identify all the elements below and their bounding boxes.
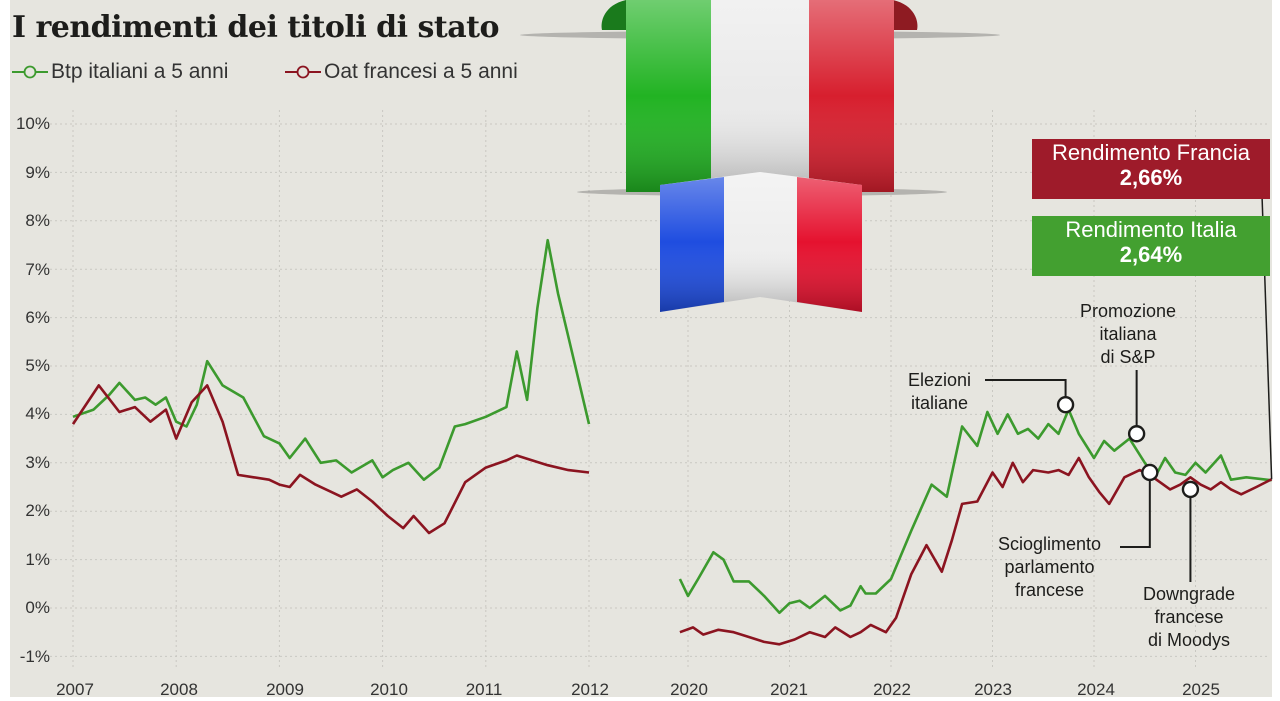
series-line-france-seg0 <box>71 384 590 535</box>
annotation-line: italiana <box>1099 324 1157 344</box>
legend-france-marker <box>285 65 321 79</box>
y-tick-label: 1% <box>25 550 50 569</box>
series-line-italy-seg1 <box>678 408 1272 615</box>
y-tick-label: 9% <box>25 163 50 182</box>
leader-scioglimento <box>1120 472 1151 548</box>
france-flag-sheen <box>660 172 862 312</box>
annotation-line: di Moodys <box>1148 630 1231 650</box>
y-tick-label: 7% <box>25 260 50 279</box>
event-marker-elezioni <box>1056 396 1075 414</box>
flags-illustration <box>520 0 1000 312</box>
series-line-france-seg1 <box>679 456 1273 646</box>
y-tick-label: 6% <box>25 308 50 327</box>
event-marker-downgrade <box>1181 480 1200 499</box>
italy-flag-fold-right <box>893 0 918 30</box>
x-tick-label: 2011 <box>465 680 503 699</box>
y-tick-label: 5% <box>25 356 50 375</box>
x-tick-label: 2025 <box>1182 680 1220 699</box>
x-tick-label: 2007 <box>56 680 94 699</box>
legend-france-label: Oat francesi a 5 anni <box>324 60 518 83</box>
series-line-italy-seg0 <box>72 238 591 482</box>
yield-box-italy-label: Rendimento Italia <box>1065 217 1237 242</box>
y-tick-label: 2% <box>25 501 50 520</box>
y-tick-label: 3% <box>25 453 50 472</box>
annotation-elezioni: Elezioni italiane <box>908 369 971 415</box>
legend-france: Oat francesi a 5 anni <box>285 60 518 84</box>
legend-italy: Btp italiani a 5 anni <box>12 60 228 84</box>
x-tick-label: 2021 <box>770 680 808 699</box>
legend-italy-marker <box>12 65 48 79</box>
x-tick-label: 2008 <box>160 680 198 699</box>
yield-box-france-value: 2,66% <box>1119 165 1183 190</box>
annotation-line: Scioglimento <box>998 534 1102 554</box>
x-tick-label: 2010 <box>370 680 408 699</box>
y-tick-label: 10% <box>15 114 50 133</box>
italy-flag-sheen <box>626 0 894 192</box>
x-tick-label: 2024 <box>1077 680 1115 699</box>
yield-box-france: Rendimento Francia 2,66% <box>1032 139 1270 199</box>
annotation-line: francese <box>1154 607 1224 627</box>
yield-box-italy-value: 2,64% <box>1119 242 1183 267</box>
annotation-line: Promozione <box>1080 301 1177 321</box>
x-tick-label: 2022 <box>873 680 911 699</box>
x-tick-label: 2023 <box>974 680 1012 699</box>
x-tick-label: 2012 <box>571 680 609 699</box>
event-marker-scioglimento <box>1141 463 1159 482</box>
annotation-line: di S&P <box>1100 347 1156 367</box>
legend-italy-label: Btp italiani a 5 anni <box>51 60 229 83</box>
y-tick-label: 4% <box>25 404 50 423</box>
leader-elezioni <box>985 379 1067 405</box>
italy-flag-fold-left <box>601 0 626 30</box>
yield-box-france-label: Rendimento Francia <box>1051 140 1251 165</box>
chart-title: I rendimenti dei titoli di stato <box>12 10 500 45</box>
annotation-line: Downgrade <box>1143 584 1236 604</box>
event-marker-promozione <box>1127 425 1146 443</box>
annotation-downgrade: Downgrade francese di Moodys <box>1143 583 1235 652</box>
annotation-line: francese <box>1015 580 1085 600</box>
annotation-scioglimento: Scioglimento parlamento francese <box>998 533 1101 602</box>
annotation-line: parlamento <box>1004 557 1095 577</box>
annotation-line: italiane <box>911 393 969 413</box>
y-tick-label: 8% <box>25 211 50 230</box>
yield-box-italy: Rendimento Italia 2,64% <box>1032 216 1270 276</box>
annotation-promozione: Promozione italiana di S&P <box>1080 300 1176 369</box>
y-tick-label: 0% <box>25 598 50 617</box>
x-tick-label: 2020 <box>670 680 708 699</box>
annotation-line: Elezioni <box>908 370 972 390</box>
x-tick-label: 2009 <box>266 680 304 699</box>
y-tick-label: -1% <box>19 647 50 666</box>
